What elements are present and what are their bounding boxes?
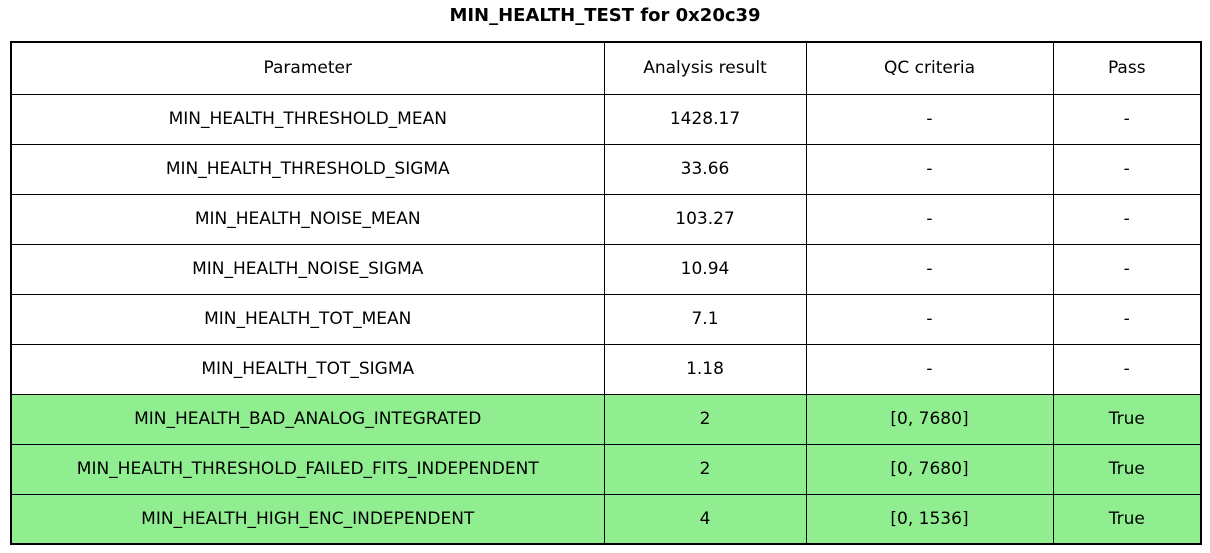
table-cell: MIN_HEALTH_THRESHOLD_FAILED_FITS_INDEPEN…: [10, 443, 605, 495]
table-cell: [0, 7680]: [805, 393, 1054, 445]
table-cell: 2: [603, 393, 807, 445]
table-row: MIN_HEALTH_BAD_ANALOG_INTEGRATED 2 [0, 768…: [10, 393, 1202, 445]
table-body: MIN_HEALTH_THRESHOLD_MEAN 1428.17- - MIN_HE…: [10, 93, 1202, 545]
table-cell: MIN_HEALTH_BAD_ANALOG_INTEGRATED: [10, 393, 605, 445]
header-cell: Analysis result: [603, 41, 807, 95]
table-cell: -: [805, 193, 1054, 245]
table-cell: -: [1052, 293, 1202, 345]
table-cell: -: [1052, 93, 1202, 145]
table-row: MIN_HEALTH_HIGH_ENC_INDEPENDENT 4 [0, 1536…: [10, 493, 1202, 545]
table-header: Parameter Analysis result QC criteria Pass: [10, 41, 1202, 95]
table-cell: -: [805, 93, 1054, 145]
table-cell: 4: [603, 493, 807, 545]
table-cell: True: [1052, 443, 1202, 495]
table-cell: True: [1052, 393, 1202, 445]
table-cell: -: [1052, 193, 1202, 245]
table-cell: -: [805, 293, 1054, 345]
table-cell: MIN_HEALTH_TOT_SIGMA: [10, 343, 605, 395]
table-cell: [0, 7680]: [805, 443, 1054, 495]
table-cell: 10.94: [603, 243, 807, 295]
header-cell: Parameter: [10, 41, 605, 95]
table-cell: MIN_HEALTH_THRESHOLD_SIGMA: [10, 143, 605, 195]
table-row: MIN_HEALTH_THRESHOLD_FAILED_FITS_INDEPEN…: [10, 443, 1202, 495]
table-row: MIN_HEALTH_THRESHOLD_MEAN 1428.17- -: [10, 93, 1202, 145]
header-row: Parameter Analysis result QC criteria Pass: [10, 41, 1202, 95]
table-cell: MIN_HEALTH_THRESHOLD_MEAN: [10, 93, 605, 145]
table-cell: 2: [603, 443, 807, 495]
table-cell: -: [805, 343, 1054, 395]
table-cell: -: [1052, 243, 1202, 295]
table-cell: MIN_HEALTH_NOISE_SIGMA: [10, 243, 605, 295]
chart-title: MIN_HEALTH_TEST for 0x20c39: [449, 5, 761, 26]
table-cell: -: [1052, 343, 1202, 395]
table-cell: 1.18: [603, 343, 807, 395]
qc-results-table: Parameter Analysis result QC criteria Pass …: [10, 41, 1202, 545]
table-cell: -: [1052, 143, 1202, 195]
table-cell: 1428.17: [603, 93, 807, 145]
table-cell: MIN_HEALTH_HIGH_ENC_INDEPENDENT: [10, 493, 605, 545]
table-row: MIN_HEALTH_NOISE_MEAN 103.27- -: [10, 193, 1202, 245]
table-cell: MIN_HEALTH_TOT_MEAN: [10, 293, 605, 345]
table-row: MIN_HEALTH_TOT_MEAN 7.1- -: [10, 293, 1202, 345]
table-cell: -: [805, 143, 1054, 195]
header-cell: QC criteria: [805, 41, 1054, 95]
header-cell: Pass: [1052, 41, 1202, 95]
table-cell: 7.1: [603, 293, 807, 345]
table-cell: 33.66: [603, 143, 807, 195]
table-row: MIN_HEALTH_NOISE_SIGMA 10.94- -: [10, 243, 1202, 295]
table-row: MIN_HEALTH_TOT_SIGMA 1.18- -: [10, 343, 1202, 395]
table-cell: True: [1052, 493, 1202, 545]
table-cell: -: [805, 243, 1054, 295]
table-cell: MIN_HEALTH_NOISE_MEAN: [10, 193, 605, 245]
table-cell: 103.27: [603, 193, 807, 245]
table-row: MIN_HEALTH_THRESHOLD_SIGMA 33.66- -: [10, 143, 1202, 195]
table-cell: [0, 1536]: [805, 493, 1054, 545]
